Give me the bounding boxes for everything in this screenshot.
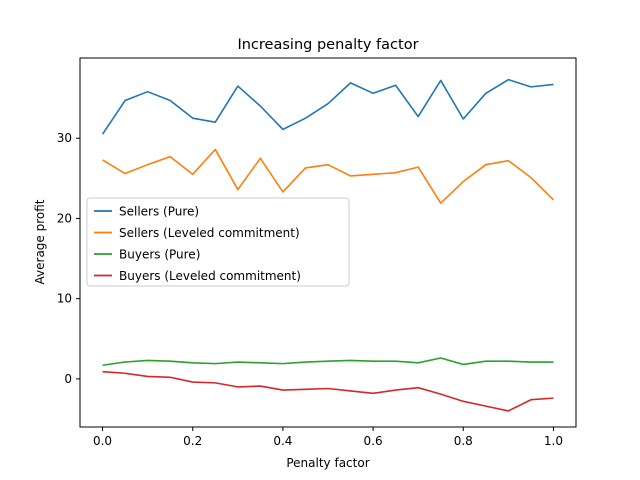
legend-box [86,197,350,287]
legend: Sellers (Pure) Sellers (Leveled commitmen… [86,197,350,287]
legend-label-2: Buyers (Pure) [119,248,200,262]
x-tick-label: 0.8 [454,434,473,448]
x-tick-label: 0.2 [183,434,202,448]
y-axis: 0 10 20 30 [57,131,80,386]
y-tick-label: 10 [57,292,72,306]
y-axis-label: Average profit [33,199,47,284]
x-axis-label: Penalty factor [286,456,369,470]
chart-title: Increasing penalty factor [237,37,418,53]
x-tick-label: 0.0 [93,434,112,448]
legend-label-1: Sellers (Leveled commitment) [119,226,300,240]
y-tick-label: 20 [57,211,72,225]
legend-label-3: Buyers (Leveled commitment) [119,269,301,283]
x-tick-label: 1.0 [544,434,563,448]
series-line-2 [102,357,554,367]
series-line-1 [102,148,555,204]
axes-frame [79,57,577,428]
x-tick-label: 0.6 [364,434,383,448]
legend-label-0: Sellers (Pure) [119,205,199,219]
y-tick-label: 30 [57,131,72,145]
series-line-3 [102,370,554,412]
x-tick-label: 0.4 [273,434,292,448]
y-tick-label: 0 [64,372,72,386]
series-line-0 [101,78,554,135]
x-axis: 0.0 0.2 0.4 0.6 0.8 1.0 [93,427,563,448]
plot-area [101,78,555,412]
